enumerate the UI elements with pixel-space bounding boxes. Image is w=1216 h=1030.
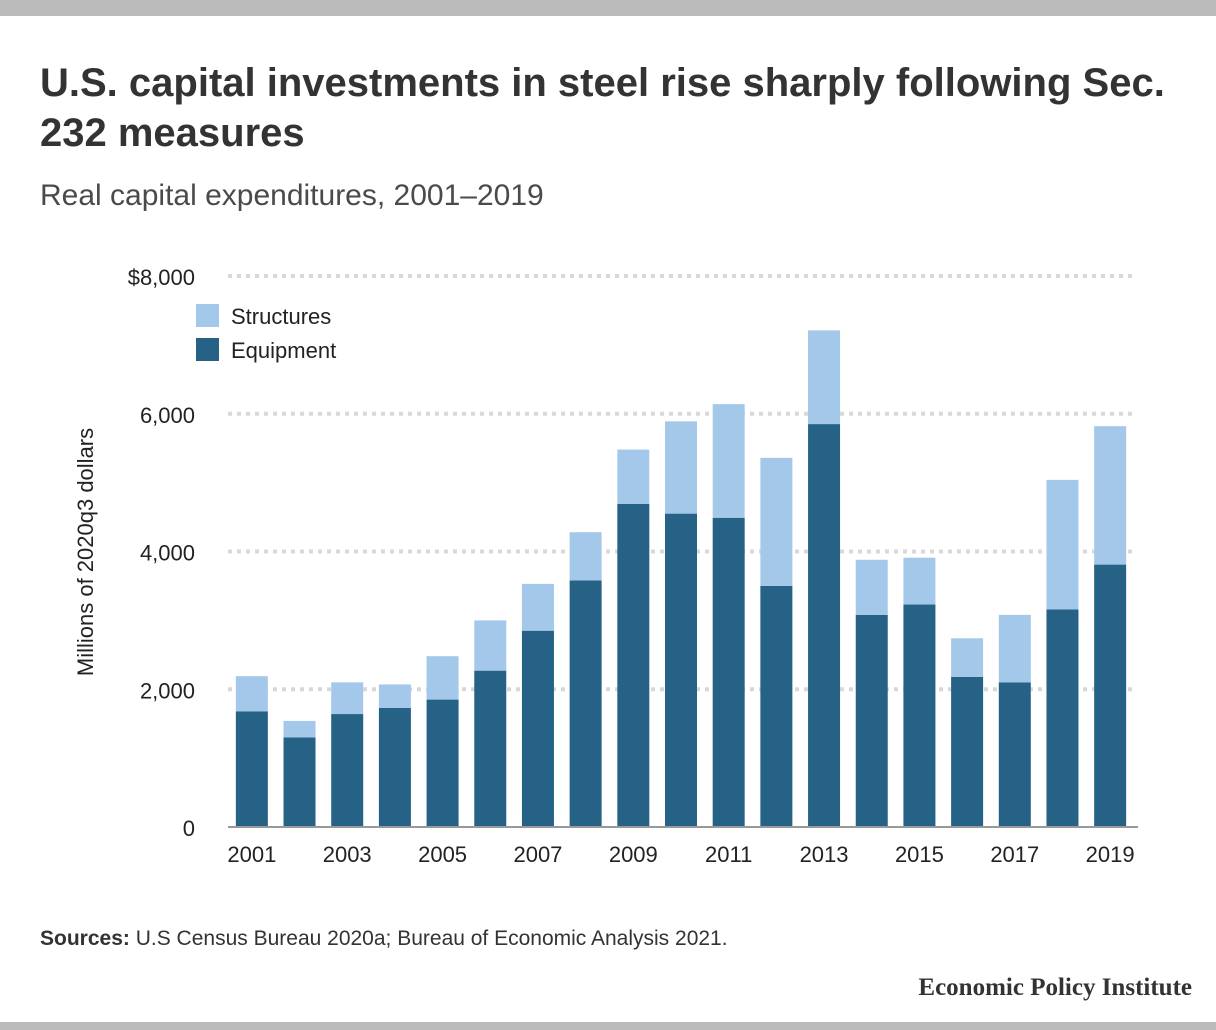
bar-equipment-2015 (903, 604, 936, 827)
bars (235, 330, 1127, 827)
bar-equipment-2005 (426, 699, 459, 827)
legend-label-structures: Structures (231, 304, 331, 329)
x-tick-label: 2007 (513, 842, 562, 867)
x-tick-label: 2005 (418, 842, 467, 867)
bar-structures-2016 (951, 638, 984, 677)
bar-structures-2014 (855, 559, 888, 615)
bar-equipment-2018 (1046, 609, 1079, 827)
bar-structures-2015 (903, 557, 936, 605)
y-tick-label: 4,000 (140, 541, 195, 566)
bar-structures-2008 (569, 532, 602, 581)
y-tick-label: 2,000 (140, 678, 195, 703)
bar-structures-2011 (712, 404, 745, 518)
sources-note: Sources: U.S Census Bureau 2020a; Bureau… (40, 926, 728, 952)
chart-subtitle: Real capital expenditures, 2001–2019 (40, 179, 544, 212)
x-tick-label: 2015 (895, 842, 944, 867)
bar-structures-2017 (998, 614, 1031, 683)
bar-structures-2019 (1094, 426, 1127, 565)
chart-title: U.S. capital investments in steel rise s… (40, 61, 1165, 155)
x-tick-label: 2019 (1086, 842, 1135, 867)
bottom-border-bar (0, 1022, 1216, 1030)
bar-equipment-2013 (808, 424, 841, 827)
bar-equipment-2008 (569, 580, 602, 827)
bar-structures-2010 (665, 421, 697, 514)
bar-equipment-2007 (521, 630, 554, 827)
y-axis-title: Millions of 2020q3 dollars (73, 428, 98, 676)
legend-swatch-structures (196, 304, 219, 327)
legend: Structures Equipment (196, 304, 336, 363)
legend-swatch-equipment (196, 338, 219, 361)
bar-structures-2001 (235, 676, 268, 712)
bar-equipment-2003 (331, 714, 364, 827)
x-tick-label: 2017 (990, 842, 1039, 867)
bar-equipment-2011 (712, 517, 745, 827)
bar-structures-2007 (521, 583, 554, 631)
top-border-bar (0, 0, 1216, 16)
bar-equipment-2019 (1094, 564, 1127, 827)
bar-equipment-2014 (855, 614, 888, 827)
x-tick-label: 2003 (323, 842, 372, 867)
bar-equipment-2001 (235, 711, 268, 827)
bar-equipment-2002 (283, 737, 316, 827)
sources-text: U.S Census Bureau 2020a; Bureau of Econo… (129, 927, 728, 950)
bar-equipment-2016 (951, 676, 984, 827)
y-tick-label: $8,000 (128, 265, 195, 290)
bar-structures-2002 (283, 720, 316, 738)
x-tick-label: 2013 (800, 842, 849, 867)
bar-structures-2013 (808, 330, 841, 425)
bar-structures-2018 (1046, 479, 1079, 610)
sources-label: Sources: (40, 927, 130, 950)
bar-equipment-2004 (378, 707, 411, 827)
bar-equipment-2012 (760, 585, 793, 827)
bar-equipment-2009 (617, 503, 650, 827)
bar-structures-2003 (331, 682, 364, 715)
axes: 0 2,000 4,000 6,000 $8,000 2001 2003 2005 2007 20… (73, 265, 1138, 867)
y-tick-label: 0 (183, 816, 195, 841)
bar-equipment-2010 (665, 513, 697, 827)
bar-structures-2012 (760, 457, 793, 586)
y-tick-label: 6,000 (140, 403, 195, 428)
bar-structures-2006 (474, 620, 507, 671)
x-tick-label: 2009 (609, 842, 658, 867)
bar-structures-2009 (617, 449, 650, 504)
bar-structures-2005 (426, 656, 459, 700)
epi-logo: Economic Policy Institute (918, 974, 1192, 1001)
legend-label-equipment: Equipment (231, 338, 336, 363)
bar-structures-2004 (378, 684, 411, 708)
x-tick-label: 2001 (227, 842, 276, 867)
bar-equipment-2017 (998, 682, 1031, 827)
x-tick-label: 2011 (705, 842, 752, 867)
bar-equipment-2006 (474, 670, 507, 827)
